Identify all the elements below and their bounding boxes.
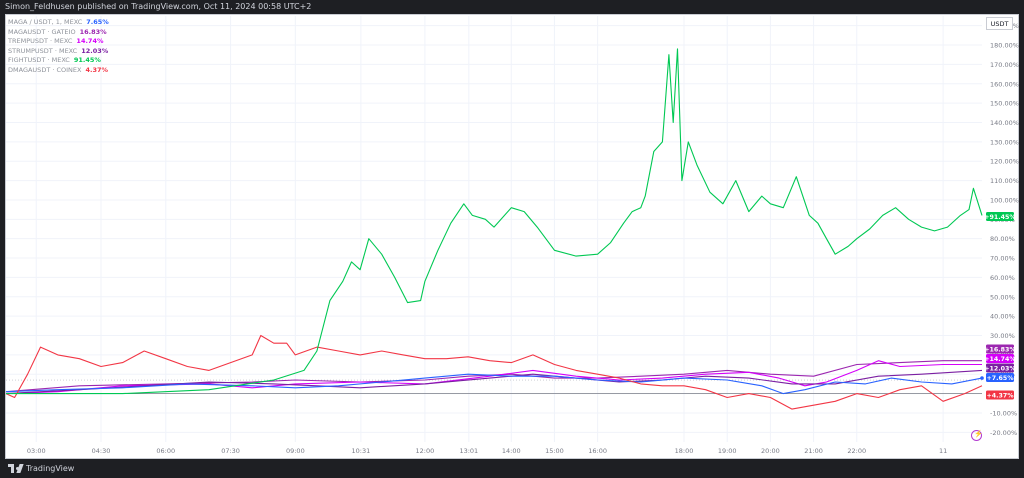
legend-item-name: MAGAUSDT · GATEIO: [8, 27, 76, 36]
series-line-trempusdt: [5, 360, 982, 395]
y-tick-label: 100.00%: [990, 196, 1019, 204]
legend-item-value: 14.74%: [76, 37, 104, 46]
value-badge: +12.03%: [984, 363, 1016, 373]
x-tick-label: 06:00: [156, 447, 175, 455]
tradingview-logo-icon: [8, 464, 24, 473]
legend-item-value: 7.65%: [86, 18, 109, 26]
series-line-maga: [5, 373, 983, 395]
y-tick-label: 130.00%: [990, 138, 1019, 146]
y-tick-label: -20.00%: [990, 429, 1017, 437]
lightning-icon[interactable]: ⚡: [971, 430, 983, 441]
legend-item[interactable]: FIGHTUSDT · MEXC 91.45%: [8, 56, 109, 66]
y-tick-label: -10.00%: [990, 409, 1017, 417]
legend-item-name: FIGHTUSDT · MEXC: [8, 56, 70, 65]
y-tick-label: 180.00%: [990, 42, 1019, 50]
value-badge-bg: [986, 354, 1014, 363]
legend-item-name: TREMPUSDT · MEXC: [8, 37, 73, 46]
legend-item[interactable]: DMAGAUSDT · COINEX 4.37%: [8, 66, 109, 76]
x-tick-label: 14:00: [502, 447, 521, 455]
value-badge-label: +16.83%: [984, 346, 1016, 353]
value-badge: +16.83%: [984, 344, 1016, 354]
y-tick-label: 150.00%: [990, 100, 1019, 108]
value-badge-label: +7.65%: [986, 375, 1014, 382]
x-tick-label: 07:30: [221, 447, 240, 455]
x-tick-label: 18:00: [675, 447, 694, 455]
x-tick-label: 22:00: [847, 447, 866, 455]
x-tick-label: 16:00: [588, 447, 607, 455]
y-tick-label: 50.00%: [990, 293, 1015, 301]
y-tick-label: 160.00%: [990, 80, 1019, 88]
x-tick-label: 20:00: [761, 447, 780, 455]
grid: [6, 16, 982, 442]
legend-item-value: 91.45%: [73, 56, 101, 65]
value-badge-bg: [986, 212, 1014, 222]
legend-item-value: 4.37%: [85, 65, 109, 74]
x-tick-label: 21:00: [804, 447, 823, 455]
x-tick-label: 11: [939, 447, 947, 455]
y-tick-label: 170.00%: [990, 61, 1019, 69]
series-lines: [5, 48, 984, 410]
y-tick-label: 40.00%: [990, 313, 1015, 321]
series-line-dmagausdt: [5, 334, 983, 410]
value-badge-bg: [986, 344, 1014, 354]
last-point-marker: [980, 376, 984, 380]
value-badge-bg: [986, 373, 1014, 382]
legend-item[interactable]: STRUMPUSDT · MEXC 12.03%: [8, 47, 109, 57]
y-tick-label: 30.00%: [990, 332, 1015, 340]
legend-item-value: 16.83%: [79, 27, 107, 36]
x-tick-label: 10:31: [351, 447, 370, 455]
chart-panel[interactable]: [5, 14, 1019, 459]
y-tick-label: 70.00%: [990, 255, 1015, 263]
series-line-fightusdt: [6, 48, 983, 395]
series-line-magausdt: [5, 360, 982, 393]
value-badge-label: +14.74%: [984, 356, 1016, 363]
legend-item[interactable]: MAGA / USDT, 1, MEXC 7.65%: [8, 18, 109, 28]
value-badge: +14.74%: [984, 354, 1016, 363]
legend-item-name: STRUMPUSDT · MEXC: [8, 46, 78, 55]
x-tick-label: 09:00: [286, 447, 305, 455]
value-badge-label: +91.45%: [984, 214, 1016, 221]
top-bar: Simon_Feldhusen published on TradingView…: [0, 0, 1024, 14]
value-badge-label: +4.37%: [986, 392, 1014, 399]
legend-item-name: DMAGAUSDT · COINEX: [8, 65, 82, 74]
currency-button[interactable]: USDT: [986, 17, 1013, 30]
x-tick-label: 15:00: [545, 447, 564, 455]
legend-item-name: MAGA / USDT, 1, MEXC: [8, 18, 83, 26]
value-badge: +4.37%: [986, 390, 1014, 400]
legend: MAGA / USDT, 1, MEXC 7.65% MAGAUSDT · GATE…: [8, 18, 109, 76]
legend-item[interactable]: TREMPUSDT · MEXC 14.74%: [8, 37, 109, 47]
legend-item[interactable]: MAGAUSDT · GATEIO 16.83%: [8, 28, 109, 38]
x-tick-label: 03:00: [27, 447, 46, 455]
y-tick-label: 140.00%: [990, 119, 1019, 127]
x-tick-label: 13:01: [459, 447, 478, 455]
value-badge-bg: [986, 363, 1014, 373]
y-tick-label: 60.00%: [990, 274, 1015, 282]
x-axis: 03:00 04:30 06:00 07:30 09:00 10:31 12:00 13:01…: [27, 447, 947, 455]
tradingview-logo[interactable]: TradingView: [8, 463, 74, 474]
published-text: Simon_Feldhusen published on TradingView…: [5, 2, 312, 11]
tradingview-brand: TradingView: [26, 464, 75, 473]
last-value-badges: +91.45% +16.83% +14.74% +12.03% +7.65% +4.37%: [984, 212, 1016, 400]
x-tick-label: 12:00: [416, 447, 435, 455]
value-badge: +7.65%: [986, 373, 1014, 382]
x-tick-label: 19:00: [718, 447, 737, 455]
y-tick-label: 110.00%: [990, 177, 1019, 185]
legend-item-value: 12.03%: [81, 46, 109, 55]
y-tick-label: 120.00%: [990, 158, 1019, 166]
value-badge-label: +12.03%: [984, 365, 1016, 372]
value-badge-bg: [986, 390, 1014, 400]
bottom-bar: TradingView: [0, 459, 1024, 478]
y-tick-label: 80.00%: [990, 235, 1015, 243]
value-badge: +91.45%: [984, 212, 1016, 222]
x-tick-label: 04:30: [92, 447, 111, 455]
